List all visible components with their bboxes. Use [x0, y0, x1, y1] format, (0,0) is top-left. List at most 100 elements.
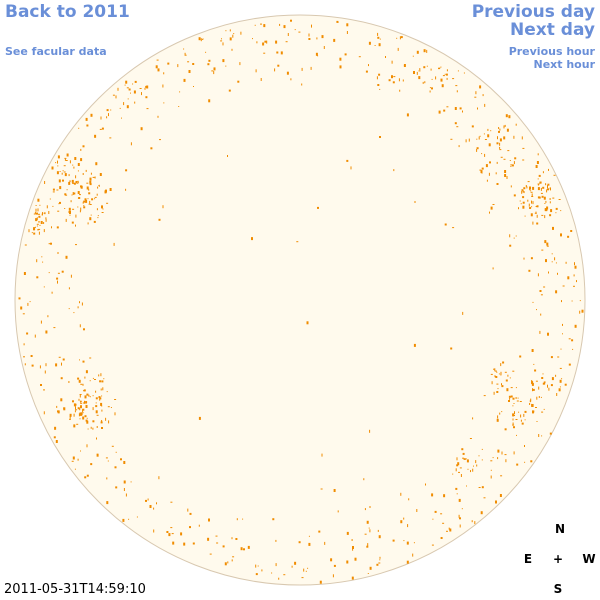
facula-speck — [521, 422, 524, 425]
facula-speck — [166, 531, 169, 533]
facula-speck — [99, 398, 101, 401]
facula-speck — [36, 212, 38, 215]
facula-speck — [75, 214, 77, 218]
facula-speck — [76, 182, 79, 184]
facula-speck — [90, 214, 92, 216]
facula-speck — [85, 370, 88, 374]
facula-speck — [124, 84, 126, 86]
facula-speck — [514, 411, 515, 415]
facula-speck — [225, 65, 227, 67]
facula-speck — [523, 257, 525, 260]
facula-speck — [443, 494, 446, 498]
facula-speck — [121, 117, 122, 119]
facula-speck — [545, 183, 547, 186]
facula-speck — [378, 43, 381, 47]
facula-speck — [71, 221, 74, 224]
facula-speck — [59, 201, 61, 204]
facula-speck — [479, 169, 482, 171]
facula-speck — [94, 176, 96, 179]
facula-speck — [125, 493, 127, 497]
facula-speck — [73, 424, 76, 428]
next-hour-link[interactable]: Next hour — [533, 58, 596, 71]
facula-speck — [56, 189, 59, 191]
facula-speck — [71, 460, 74, 462]
facula-speck — [115, 451, 117, 453]
facula-speck — [490, 469, 492, 471]
facula-speck — [130, 142, 132, 146]
facula-speck — [377, 84, 380, 86]
facula-speck — [459, 524, 461, 528]
facula-speck — [77, 377, 80, 380]
facula-speck — [481, 167, 484, 170]
facula-speck — [198, 524, 200, 527]
facula-speck — [79, 324, 81, 328]
facula-speck — [283, 25, 286, 29]
previous-hour-link[interactable]: Previous hour — [508, 45, 595, 58]
facula-speck — [519, 401, 522, 402]
facula-speck — [471, 520, 473, 523]
facula-speck — [499, 128, 501, 131]
back-to-year-link[interactable]: Back to 2011 — [5, 2, 130, 22]
facula-speck — [60, 398, 63, 402]
facula-speck — [95, 405, 98, 408]
facula-speck — [490, 460, 493, 462]
facula-speck — [192, 63, 195, 65]
facula-speck — [529, 189, 531, 191]
facula-speck — [548, 387, 550, 391]
facula-speck — [44, 370, 46, 374]
facula-speck — [185, 54, 187, 56]
facula-speck — [72, 208, 75, 210]
facula-speck — [548, 168, 549, 171]
facula-speck — [125, 80, 128, 84]
facula-speck — [455, 487, 458, 490]
facula-speck — [48, 272, 50, 274]
facula-speck — [57, 272, 60, 274]
next-day-link[interactable]: Next day — [510, 20, 595, 40]
facula-speck — [168, 533, 171, 537]
facula-speck — [544, 208, 547, 212]
facula-speck — [521, 189, 523, 191]
facula-speck — [224, 562, 227, 566]
facula-speck — [79, 400, 82, 402]
facula-speck — [208, 518, 210, 522]
facula-speck — [102, 387, 104, 391]
see-facular-data-link[interactable]: See facular data — [5, 45, 107, 58]
facula-speck — [59, 186, 62, 190]
facula-speck — [80, 207, 82, 211]
facula-speck — [399, 89, 401, 92]
facula-speck — [35, 205, 37, 206]
facula-speck — [93, 220, 96, 223]
previous-day-link[interactable]: Previous day — [471, 2, 595, 22]
facula-speck — [36, 223, 39, 225]
facula-speck — [538, 386, 540, 390]
facula-speck — [63, 407, 66, 411]
facula-speck — [541, 214, 544, 216]
facula-speck — [145, 85, 148, 88]
facula-speck — [130, 481, 132, 483]
facula-speck — [517, 397, 519, 399]
facula-speck — [317, 206, 319, 209]
facula-speck — [522, 201, 525, 204]
facula-speck — [495, 376, 498, 378]
facula-speck — [79, 418, 81, 420]
facula-speck — [51, 291, 53, 294]
facula-speck — [320, 488, 323, 490]
facula-speck — [114, 412, 116, 416]
facula-speck — [487, 134, 490, 138]
facula-speck — [117, 87, 119, 91]
facula-speck — [540, 313, 542, 316]
facula-speck — [514, 157, 517, 160]
facula-speck — [550, 384, 553, 387]
facula-speck — [242, 518, 244, 520]
facula-speck — [77, 206, 79, 208]
facula-speck — [37, 198, 40, 202]
facula-speck — [75, 175, 77, 179]
facula-speck — [231, 537, 233, 540]
facula-speck — [400, 520, 403, 524]
facula-speck — [115, 486, 118, 489]
facula-speck — [98, 374, 100, 377]
facula-speck — [530, 460, 533, 463]
facula-speck — [419, 68, 421, 71]
facula-speck — [100, 116, 102, 120]
facula-speck — [344, 53, 347, 56]
